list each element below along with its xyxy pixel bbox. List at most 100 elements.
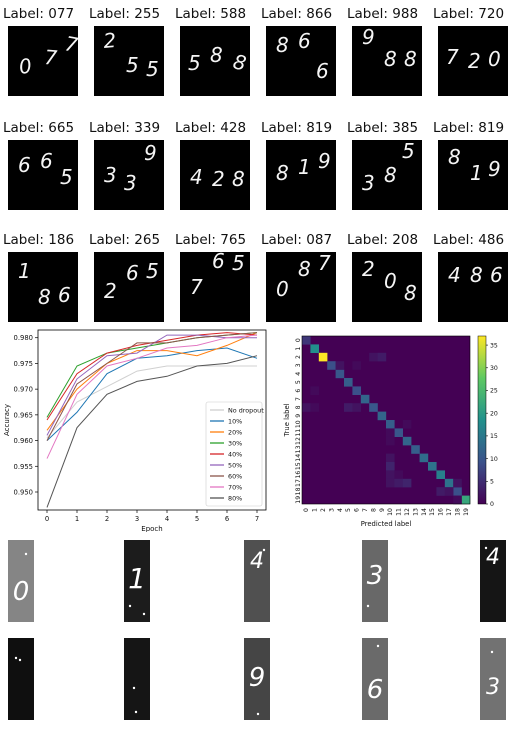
x-tick-label: 0: [45, 515, 49, 523]
heatmap-cell: [402, 478, 412, 488]
strip-glyph-layer: [14, 656, 22, 662]
x-tick-label: 2: [320, 508, 327, 512]
x-tick-label: 14: [421, 508, 428, 516]
heatmap-frame: [301, 335, 471, 505]
heatmap-cell-diagonal: [411, 445, 420, 454]
colorbar-tick-label: 0: [490, 501, 494, 508]
heatmap-cell: [444, 487, 454, 496]
digit-glyph: 3: [104, 163, 117, 187]
digit-glyph: 8: [38, 285, 51, 309]
legend-entry: 20%: [228, 428, 242, 436]
accuracy-line-chart: 0.950 0.955 0.960 0.965 0.970 0.975 0.980 0 1 2 3 4…: [3, 329, 267, 532]
y-tick-label: 6: [295, 389, 302, 393]
x-tick-label: 9: [379, 508, 386, 512]
digit-glyph: 6: [316, 59, 329, 83]
heatmap-cell: [310, 403, 319, 412]
digit-glyph: 8: [276, 161, 289, 185]
tile-label: Label: 255: [89, 6, 161, 22]
sample-strip-image: 9: [244, 638, 270, 720]
x-tick-label: 1: [312, 508, 319, 512]
heatmap-cell: [352, 403, 361, 412]
x-tick-label: 12: [404, 508, 411, 516]
x-tick-label: 15: [429, 508, 436, 516]
heatmap-cell: [344, 403, 353, 412]
y-tick-label: 15: [295, 462, 302, 470]
strip-glyph-layer: 4: [250, 548, 266, 574]
noise-dot: [256, 712, 260, 716]
digit-glyph: 2: [468, 49, 481, 73]
strip-glyph: 1: [128, 562, 146, 595]
digit-glyphs: 76 5: [190, 252, 245, 299]
digit-glyph: 5: [146, 259, 159, 283]
x-tick-label: 19: [463, 508, 470, 516]
tile-label: Label: 866: [261, 6, 333, 22]
tile-label: Label: 588: [175, 6, 247, 22]
x-tick-label: 2: [105, 515, 109, 523]
digit-glyph: 9: [362, 26, 375, 49]
heatmap-cell-diagonal: [335, 369, 345, 379]
noise-dot: [132, 686, 136, 690]
x-axis-label: Predicted label: [361, 520, 412, 528]
heatmap-cell: [394, 478, 403, 488]
legend-entry: No dropout: [228, 406, 264, 414]
colorbar-tick-label: 5: [490, 478, 494, 485]
confusion-matrix-heatmap: 0011223344556677889910101111121213131414…: [283, 335, 498, 528]
digit-glyph: 8: [448, 145, 461, 169]
y-tick-label: 0.960: [14, 437, 33, 445]
tile-label: Label: 208: [347, 232, 419, 248]
digit-glyph: 3: [124, 171, 137, 195]
digit-glyph: 8: [470, 263, 483, 287]
heatmap-cell-diagonal: [453, 487, 462, 496]
strip-glyph-layer: 1: [128, 562, 146, 616]
strip-glyph-layer: 4: [484, 545, 500, 570]
y-tick-label: 16: [295, 471, 302, 479]
digit-glyph: 5: [126, 53, 139, 77]
legend-box: [205, 401, 263, 507]
y-tick-label: 17: [295, 479, 302, 487]
digit-glyph: 8: [231, 49, 248, 75]
digit-glyph: 7: [190, 275, 203, 299]
digit-glyph: 5: [60, 165, 73, 189]
digit-glyph: 7: [63, 31, 78, 57]
tile-label: Label: 819: [433, 120, 505, 136]
digit-glyph: 8: [404, 281, 417, 305]
x-tick-label: 18: [454, 508, 461, 516]
y-tick-label: 2: [295, 355, 302, 359]
digit-glyph: 8: [298, 257, 311, 281]
x-tick-label: 7: [362, 508, 369, 512]
y-tick-label: 12: [295, 437, 302, 445]
heatmap-cell: [369, 352, 378, 362]
x-tick-label: 8: [370, 508, 377, 512]
y-tick-label: 0.950: [14, 489, 33, 497]
heatmap-cell: [386, 453, 395, 463]
heatmap-cell: [335, 361, 345, 370]
heatmap-cell: [310, 386, 319, 395]
x-tick-label: 6: [354, 508, 361, 512]
noise-dot: [490, 650, 494, 654]
legend-entry: 40%: [228, 450, 242, 458]
strip-glyph-layer: 6: [367, 644, 383, 705]
heatmap-cell-diagonal: [352, 386, 361, 395]
x-tick-label: 5: [195, 515, 199, 523]
digit-glyph: 1: [470, 161, 483, 185]
x-tick-label: 11: [396, 508, 403, 516]
digit-glyph: 0: [384, 269, 397, 293]
digit-glyph: 8: [210, 43, 223, 67]
digit-glyph: 6: [126, 261, 139, 285]
strip-glyph: 3: [367, 561, 384, 591]
digit-glyph: 8: [384, 47, 397, 71]
digit-glyph: 9: [488, 157, 501, 181]
digit-glyph: 1: [18, 259, 31, 283]
tile-label: Label: 486: [433, 232, 505, 248]
x-tick-label: 5: [345, 508, 352, 512]
heatmap-cell-diagonal: [344, 378, 353, 387]
strip-glyph: 4: [486, 545, 500, 570]
strip-glyph: 3: [486, 675, 500, 700]
